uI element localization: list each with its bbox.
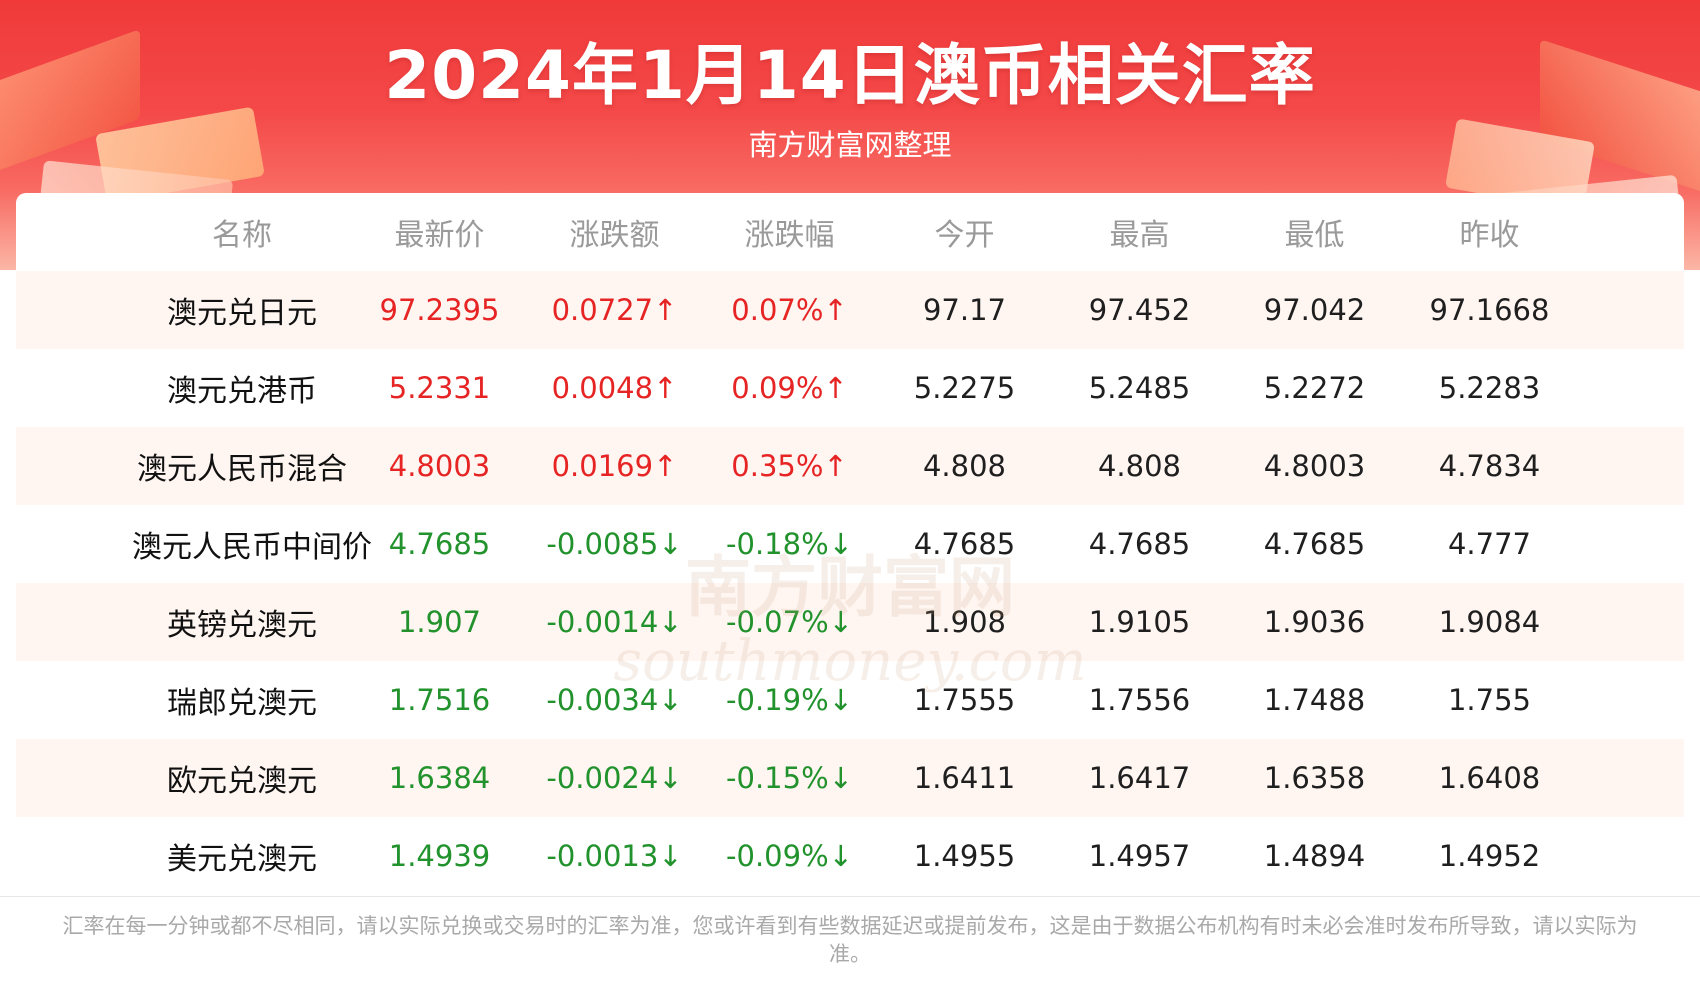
- table-cell: 1.9105: [1088, 605, 1191, 639]
- pair-name: 澳元人民币中间价: [132, 530, 372, 565]
- table-cell: -0.0085↓: [546, 527, 683, 561]
- table-cell: 0.0727↑: [551, 293, 678, 327]
- pair-name: 澳元人民币混合: [137, 452, 347, 487]
- table-cell: -0.09%↓: [726, 839, 853, 873]
- table-cell: -0.07%↓: [726, 605, 853, 639]
- rate-table: 名称 最新价 涨跌额 涨跌幅 今开 最高 最低 昨收 澳元兑日元 97.2395 0…: [16, 193, 1684, 893]
- table-cell: 1.4894: [1263, 839, 1366, 873]
- table-cell: 0.09%↑: [731, 371, 848, 405]
- table-cell: 1.4939: [388, 839, 491, 873]
- pair-name: 英镑兑澳元: [167, 608, 317, 643]
- table-cell: 5.2272: [1263, 371, 1366, 405]
- table-cell: 1.6384: [388, 761, 491, 795]
- pair-name: 澳元兑日元: [167, 296, 317, 331]
- page-subtitle: 南方财富网整理: [748, 128, 952, 162]
- table-cell: 1.7556: [1088, 683, 1191, 717]
- table-row: 澳元人民币混合 4.8003 0.0169↑ 0.35%↑ 4.808 4.808 4.80…: [16, 427, 1684, 505]
- table-cell: 4.7685: [913, 527, 1016, 561]
- table-cell: 1.9084: [1438, 605, 1541, 639]
- footer-divider: [0, 896, 1700, 897]
- pair-name: 瑞郎兑澳元: [167, 686, 317, 721]
- table-row: 澳元兑港币 5.2331 0.0048↑ 0.09%↑ 5.2275 5.2485 5.22…: [16, 349, 1684, 427]
- table-cell: 1.6417: [1088, 761, 1191, 795]
- table-row: 美元兑澳元 1.4939 -0.0013↓ -0.09%↓ 1.4955 1.4957 1.…: [16, 817, 1684, 895]
- table-row: 瑞郎兑澳元 1.7516 -0.0034↓ -0.19%↓ 1.7555 1.7556 1.…: [16, 661, 1684, 739]
- column-header: 最高: [1109, 218, 1170, 253]
- table-cell: 1.6411: [913, 761, 1016, 795]
- table-cell: 1.6408: [1438, 761, 1541, 795]
- table-cell: 1.4952: [1438, 839, 1541, 873]
- table-row: 欧元兑澳元 1.6384 -0.0024↓ -0.15%↓ 1.6411 1.6417 1.…: [16, 739, 1684, 817]
- page-title: 2024年1月14日澳币相关汇率: [384, 37, 1316, 114]
- table-cell: -0.19%↓: [726, 683, 853, 717]
- table-cell: -0.0024↓: [546, 761, 683, 795]
- pair-name: 澳元兑港币: [167, 374, 317, 409]
- table-cell: 0.0169↑: [551, 449, 678, 483]
- column-header: 最新价: [394, 218, 485, 253]
- table-row: 澳元人民币中间价 4.7685 -0.0085↓ -0.18%↓ 4.7685 4.768…: [16, 505, 1684, 583]
- table-cell: 4.808: [922, 449, 1007, 483]
- table-cell: -0.15%↓: [726, 761, 853, 795]
- column-header: 涨跌幅: [744, 218, 835, 253]
- table-row: 澳元兑日元 97.2395 0.0727↑ 0.07%↑ 97.17 97.452 97.0…: [16, 271, 1684, 349]
- column-header: 名称: [212, 218, 272, 253]
- table-cell: 1.6358: [1263, 761, 1366, 795]
- table-row: 英镑兑澳元 1.907 -0.0014↓ -0.07%↓ 1.908 1.9105 1.90…: [16, 583, 1684, 661]
- table-cell: 1.755: [1447, 683, 1532, 717]
- table-body: 澳元兑日元 97.2395 0.0727↑ 0.07%↑ 97.17 97.452 97.0…: [16, 271, 1684, 895]
- table-cell: -0.0034↓: [546, 683, 683, 717]
- table-cell: 5.2283: [1438, 371, 1541, 405]
- column-header: 最低: [1284, 218, 1345, 253]
- table-cell: 4.7685: [1088, 527, 1191, 561]
- table-cell: 97.17: [922, 293, 1007, 327]
- table-cell: -0.18%↓: [726, 527, 853, 561]
- column-header: 涨跌额: [569, 218, 660, 253]
- table-cell: 4.8003: [388, 449, 491, 483]
- table-cell: 4.808: [1097, 449, 1182, 483]
- table-cell: 5.2485: [1088, 371, 1191, 405]
- table-cell: 0.35%↑: [731, 449, 848, 483]
- table-cell: 5.2331: [388, 371, 491, 405]
- table-cell: 1.7555: [913, 683, 1016, 717]
- table-cell: 1.908: [922, 605, 1007, 639]
- table-cell: 1.907: [397, 605, 482, 639]
- table-cell: 1.7516: [388, 683, 491, 717]
- table-cell: 0.0048↑: [551, 371, 678, 405]
- table-cell: -0.0014↓: [546, 605, 683, 639]
- table-cell: 0.07%↑: [731, 293, 848, 327]
- table-cell: 1.4955: [913, 839, 1016, 873]
- table-cell: 1.9036: [1263, 605, 1366, 639]
- table-cell: 4.8003: [1263, 449, 1366, 483]
- footnote: 汇率在每一分钟或都不尽相同，请以实际兑换或交易时的汇率为准，您或许看到有些数据延…: [62, 914, 1638, 966]
- column-header: 昨收: [1459, 218, 1520, 253]
- table-cell: 4.7685: [388, 527, 491, 561]
- table-cell: 97.452: [1088, 293, 1191, 327]
- table-cell: 97.042: [1263, 293, 1366, 327]
- table-header: 名称 最新价 涨跌额 涨跌幅 今开 最高 最低 昨收: [16, 193, 1684, 271]
- column-header: 今开: [934, 218, 995, 253]
- table-cell: 1.7488: [1263, 683, 1366, 717]
- table-cell: -0.0013↓: [546, 839, 683, 873]
- table-cell: 4.777: [1447, 527, 1532, 561]
- table-cell: 97.1668: [1429, 293, 1550, 327]
- pair-name: 美元兑澳元: [167, 842, 317, 877]
- table-cell: 1.4957: [1088, 839, 1191, 873]
- table-cell: 97.2395: [379, 293, 500, 327]
- table-cell: 4.7834: [1438, 449, 1541, 483]
- table-cell: 5.2275: [913, 371, 1016, 405]
- pair-name: 欧元兑澳元: [167, 764, 317, 799]
- table-cell: 4.7685: [1263, 527, 1366, 561]
